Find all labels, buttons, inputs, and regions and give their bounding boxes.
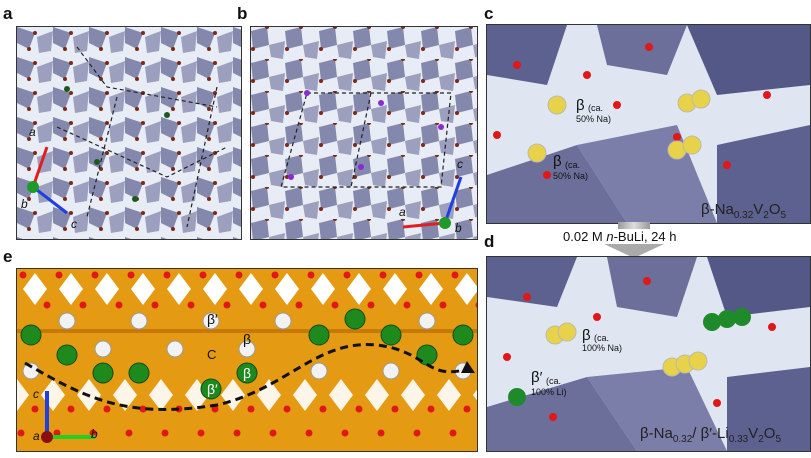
site-label: C xyxy=(207,347,217,362)
formula-text: V xyxy=(748,425,759,442)
formula-sub: 0.32 xyxy=(733,210,754,221)
panel-d-polyhedra xyxy=(487,257,810,451)
down-arrow-icon xyxy=(604,244,664,258)
axis-label-b: b xyxy=(21,197,28,211)
panel-c-polyhedra xyxy=(487,25,810,223)
site-label: β xyxy=(243,331,252,347)
site-label: β′ xyxy=(207,311,218,327)
formula-c: β-Na0.32V2O5 xyxy=(701,201,786,221)
diffusion-path xyxy=(24,343,468,411)
axis-label-c: c xyxy=(33,387,39,401)
formula-sub: 0.32 xyxy=(672,434,693,445)
axis-label-c: c xyxy=(457,157,463,171)
axis-label-b: b xyxy=(91,427,98,441)
site-label: β′ xyxy=(207,381,218,397)
panel-label-c: c xyxy=(484,4,494,23)
panel-label-d: d xyxy=(484,232,495,251)
site-note-2a: (ca. xyxy=(565,160,581,170)
path-arrow-icon xyxy=(461,361,475,373)
axis-label-c: c xyxy=(71,217,77,231)
site-note-1a: (ca. xyxy=(594,333,610,343)
panel-b-structure: a b c xyxy=(250,26,478,240)
site-note-2b: 50% Na) xyxy=(553,171,589,181)
site-note-1a: (ca. xyxy=(588,103,604,113)
panel-e-structure: β′ β C β β′ c a b xyxy=(16,268,478,452)
site-label-beta: β xyxy=(582,327,591,344)
formula-sub: 5 xyxy=(780,210,787,221)
formula-text: / β′-Li xyxy=(692,425,729,442)
arrow-label: 0.02 M n-BuLi, 24 h xyxy=(563,229,677,244)
panel-label-e: e xyxy=(3,247,13,266)
panel-a-structure: a b c xyxy=(16,26,242,240)
formula-text: β-Na xyxy=(701,201,734,218)
formula-text: β-Na xyxy=(640,425,673,442)
axis-label-a: a xyxy=(33,429,40,443)
arrow-label-text: -BuLi, 24 h xyxy=(613,229,677,244)
site-note-2a: (ca. xyxy=(546,376,562,386)
formula-sub: 5 xyxy=(775,434,782,445)
formula-d: β-Na0.32/ β′-Li0.33V2O5 xyxy=(640,425,781,445)
formula-text: O xyxy=(768,201,781,218)
site-note-1b: 50% Na) xyxy=(576,114,612,124)
formula-sub: 0.33 xyxy=(728,434,749,445)
panel-label-b: b xyxy=(237,4,248,23)
axis-label-b: b xyxy=(455,221,462,235)
panel-label-a: a xyxy=(3,4,13,23)
site-label-beta-1: β xyxy=(576,97,585,114)
site-note-2b: 100% Li) xyxy=(531,387,567,397)
arrow-label-italic: n xyxy=(606,229,614,244)
panel-b-polyhedra xyxy=(251,27,477,239)
panel-d-structure: β (ca. 100% Na) β′ (ca. 100% Li) β-Na0.3… xyxy=(486,256,811,452)
panel-e-framework xyxy=(17,269,477,451)
site-label-beta-2: β xyxy=(553,153,562,170)
panel-c-structure: β (ca. 50% Na) β (ca. 50% Na) β-Na0.32V2… xyxy=(486,24,811,224)
site-note-1b: 100% Na) xyxy=(582,343,623,353)
formula-sub: 2 xyxy=(763,210,769,221)
site-label-beta-prime: β′ xyxy=(531,369,543,386)
formula-text: V xyxy=(753,201,764,218)
panel-a-polyhedra xyxy=(17,27,241,239)
axis-label-a: a xyxy=(29,125,36,139)
formula-text: O xyxy=(763,425,776,442)
axis-label-a: a xyxy=(399,205,406,219)
arrow-label-text: 0.02 M xyxy=(563,229,607,244)
site-label: β xyxy=(243,365,252,381)
formula-sub: 2 xyxy=(758,434,764,445)
